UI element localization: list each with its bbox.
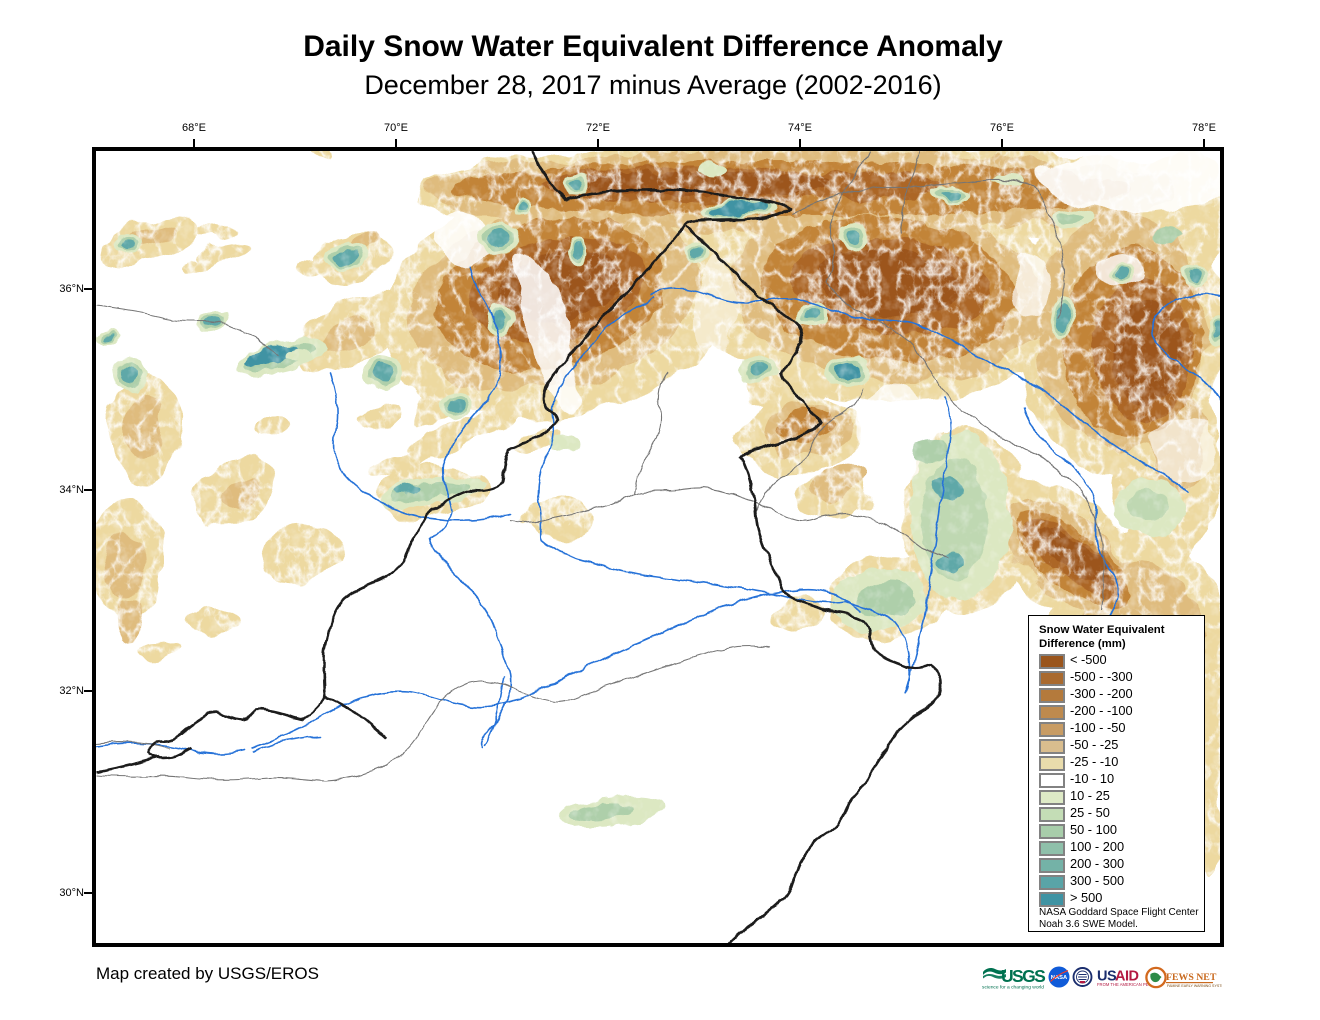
svg-text:FEWS NET: FEWS NET	[1166, 972, 1217, 983]
svg-text:science for a changing world: science for a changing world	[982, 985, 1044, 991]
svg-text:NASA: NASA	[1051, 975, 1068, 981]
svg-text:FAMINE EARLY WARNING SYSTEMS N: FAMINE EARLY WARNING SYSTEMS NETWORK	[1167, 984, 1222, 988]
svg-text:AID: AID	[1115, 969, 1139, 985]
svg-text:FROM THE AMERICAN PEOPLE: FROM THE AMERICAN PEOPLE	[1097, 982, 1160, 987]
svg-text:US: US	[1097, 969, 1117, 985]
svg-text:USGS: USGS	[1001, 966, 1045, 986]
